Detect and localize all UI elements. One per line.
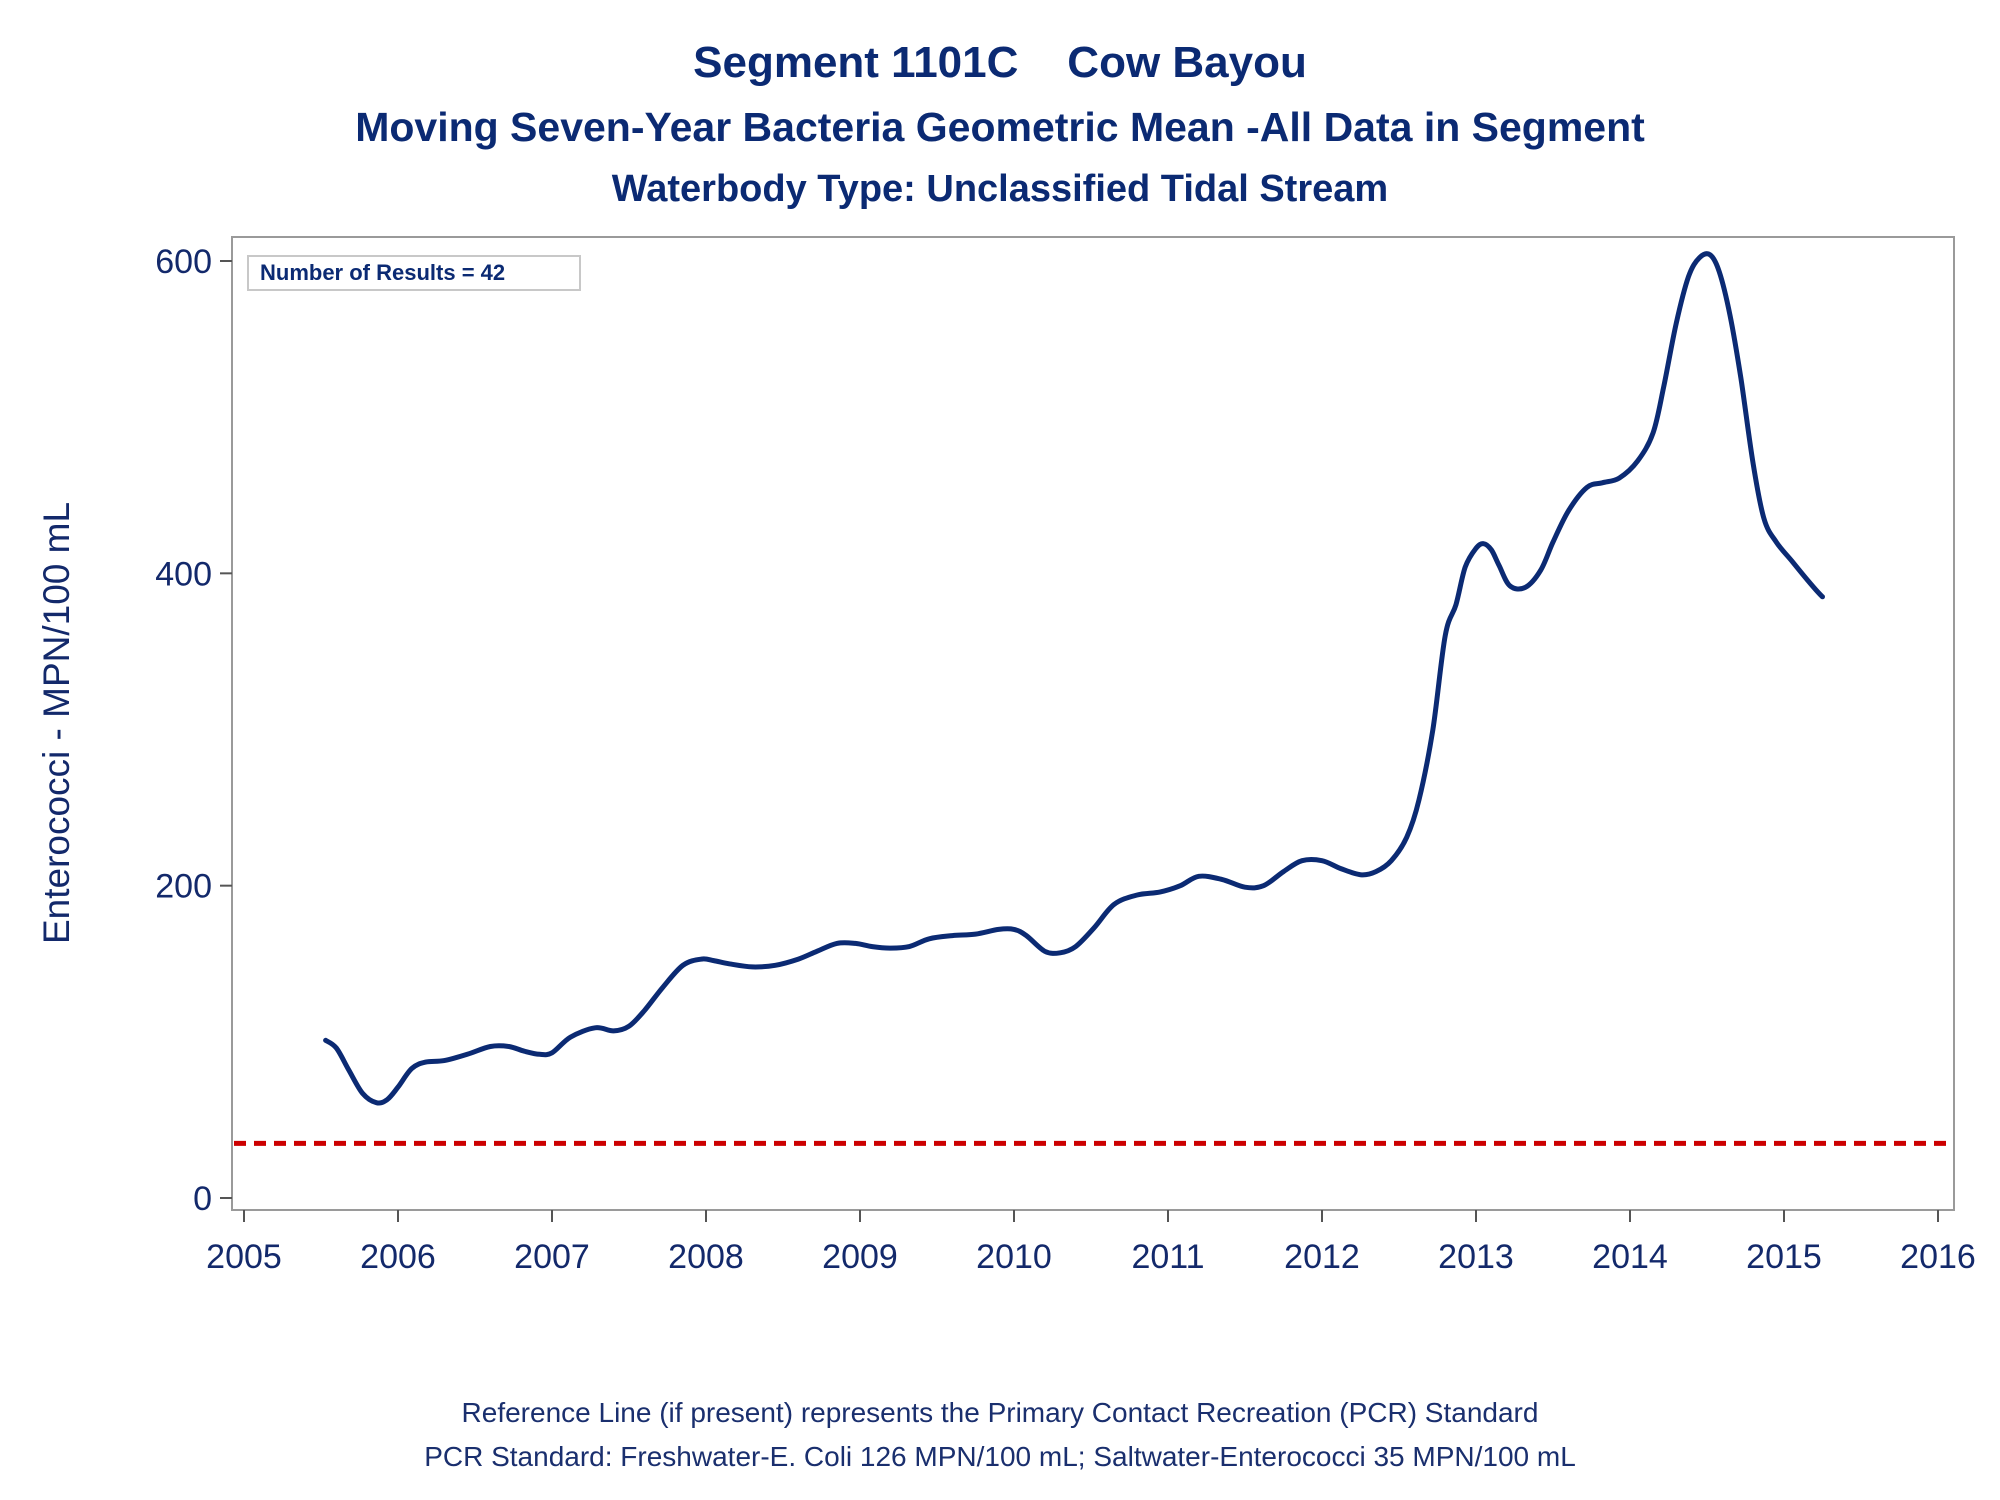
x-tick-label: 2006	[360, 1238, 436, 1276]
x-tick-label: 2014	[1592, 1238, 1668, 1276]
x-axis: 2005 2006 2007 2008 2009 2010 2011 2012 2013 2014…	[206, 1210, 1976, 1276]
y-tick-label: 600	[155, 243, 212, 281]
x-tick-label: 2008	[668, 1238, 744, 1276]
x-tick-label: 2012	[1284, 1238, 1360, 1276]
geometric-mean-line	[323, 251, 1825, 1106]
results-count-label: Number of Results = 42	[260, 260, 505, 285]
chart-title: Segment 1101C Cow Bayou	[693, 38, 1307, 87]
y-tick-label: 200	[155, 868, 212, 906]
x-tick-label: 2009	[822, 1238, 898, 1276]
results-count-box: Number of Results = 42	[247, 255, 581, 291]
x-tick-label: 2013	[1438, 1238, 1514, 1276]
y-tick-label: 400	[155, 555, 212, 593]
footnote-2: PCR Standard: Freshwater-E. Coli 126 MPN…	[424, 1441, 1576, 1472]
x-tick-label: 2010	[976, 1238, 1052, 1276]
x-tick-label: 2007	[514, 1238, 590, 1276]
y-axis: 0 200 400 600	[155, 243, 232, 1218]
x-tick-label: 2016	[1900, 1238, 1976, 1276]
plot-frame	[231, 236, 1955, 1211]
y-tick-label: 0	[193, 1180, 212, 1218]
footnote-1: Reference Line (if present) represents t…	[461, 1397, 1539, 1428]
y-axis-label: Enterococci - MPN/100 mL	[36, 502, 77, 944]
chart-subtitle: Moving Seven-Year Bacteria Geometric Mea…	[355, 104, 1645, 150]
x-tick-label: 2005	[206, 1238, 282, 1276]
chart-subtitle-2: Waterbody Type: Unclassified Tidal Strea…	[611, 168, 1389, 210]
x-tick-label: 2011	[1131, 1238, 1204, 1276]
x-tick-label: 2015	[1746, 1238, 1822, 1276]
